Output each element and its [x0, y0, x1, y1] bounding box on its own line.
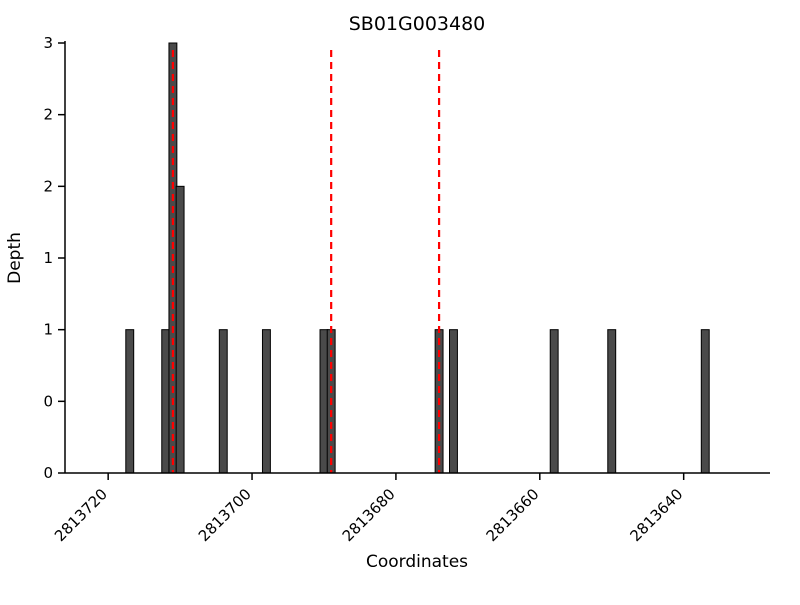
depth-bar	[125, 329, 135, 474]
x-axis-label: Coordinates	[366, 552, 468, 572]
depth-bar	[218, 329, 228, 474]
depth-bar	[175, 185, 185, 474]
y-tick-label: 1	[43, 249, 53, 267]
x-tick-label: 2813700	[195, 485, 255, 545]
depth-bar	[549, 329, 559, 474]
x-tick-label: 2813640	[627, 485, 687, 545]
y-tick-label: 0	[43, 392, 53, 410]
x-tick-label: 2813680	[339, 485, 399, 545]
x-tick-label: 2813660	[483, 485, 543, 545]
y-tick-label: 2	[43, 106, 53, 124]
y-tick-label: 0	[43, 464, 53, 482]
y-axis-label: Depth	[5, 232, 25, 284]
x-tick-label: 2813720	[51, 485, 111, 545]
y-tick-label: 3	[43, 34, 53, 52]
chart-title: SB01G003480	[349, 13, 486, 35]
y-tick-label: 1	[43, 321, 53, 339]
depth-bar	[607, 329, 617, 474]
plot-area: 0 0 1 1 2 2 3 2813720 2813700 2813680 2813660 28136…	[43, 34, 770, 545]
depth-bar	[449, 329, 458, 474]
depth-bar	[261, 329, 271, 474]
depth-bar	[700, 329, 710, 474]
y-tick-label: 2	[43, 177, 53, 195]
